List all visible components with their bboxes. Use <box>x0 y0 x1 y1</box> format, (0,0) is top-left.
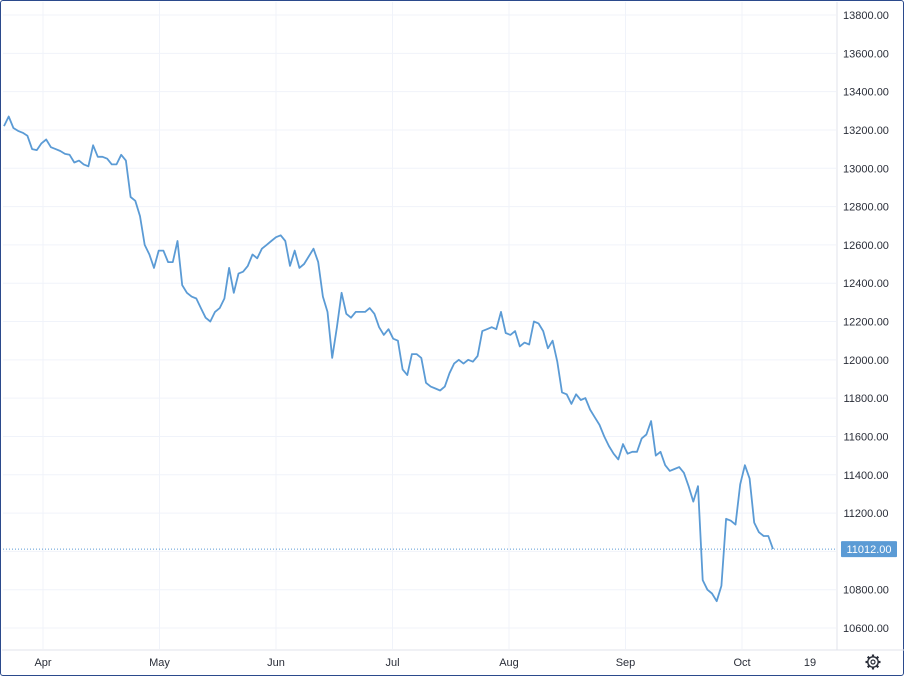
y-tick-label: 12200.00 <box>843 317 889 329</box>
last-price-badge-bg <box>841 541 897 558</box>
y-tick-label: 11400.00 <box>843 470 888 482</box>
x-tick-label: Aug <box>499 657 519 669</box>
y-tick-label: 11600.00 <box>843 431 888 443</box>
grid <box>3 2 836 649</box>
y-tick-label: 13400.00 <box>843 87 889 99</box>
y-tick-label: 12600.00 <box>843 240 889 252</box>
x-tick-label: May <box>149 657 170 669</box>
x-tick-label: Jun <box>267 657 285 669</box>
y-tick-label: 13600.00 <box>843 48 889 60</box>
y-tick-label: 13000.00 <box>843 163 889 175</box>
last-price-label: 11012.00 <box>846 544 891 556</box>
y-tick-label: 12800.00 <box>843 202 889 214</box>
price-series-line <box>3 115 774 603</box>
y-tick-label: 10600.00 <box>843 623 889 635</box>
y-axis-ticks: 10600.0010800.0011000.0011200.0011400.00… <box>843 10 889 635</box>
x-tick-label: 19 <box>804 657 816 669</box>
y-tick-label: 10800.00 <box>843 585 889 597</box>
last-price-badge: 11012.00 <box>841 541 897 558</box>
x-tick-label: Apr <box>34 657 51 669</box>
x-tick-label: Jul <box>385 657 399 669</box>
y-tick-label: 12400.00 <box>843 278 889 290</box>
y-tick-label: 13200.00 <box>843 125 889 137</box>
x-tick-label: Oct <box>733 657 750 669</box>
y-tick-label: 11800.00 <box>843 393 888 405</box>
y-tick-label: 13800.00 <box>843 10 889 22</box>
y-tick-label: 11200.00 <box>843 508 888 520</box>
x-tick-label: Sep <box>616 657 636 669</box>
x-axis-ticks: Apr May Jun Jul Aug Sep Oct 19 <box>34 657 816 669</box>
gear-icon[interactable] <box>865 654 881 670</box>
y-tick-label: 12000.00 <box>843 355 889 367</box>
